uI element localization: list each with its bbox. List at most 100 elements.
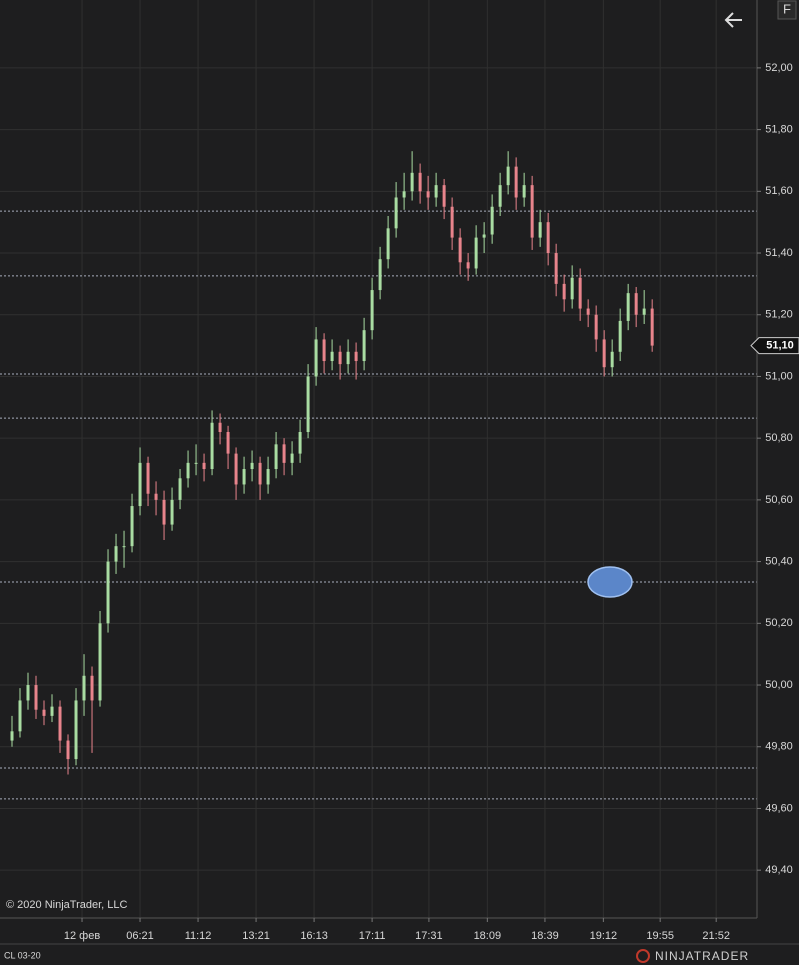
candle-body — [370, 290, 374, 331]
candle-body — [642, 308, 646, 315]
candle-body — [226, 432, 230, 454]
candle-body — [418, 172, 422, 192]
candle-body — [546, 222, 550, 254]
candle-body — [282, 444, 286, 463]
candle-body — [18, 700, 22, 732]
candle-body — [122, 546, 126, 548]
candle-body — [26, 685, 30, 701]
x-tick-label: 18:09 — [474, 930, 502, 942]
candle-body — [618, 320, 622, 352]
y-tick-label: 50,80 — [765, 432, 793, 444]
candle-body — [394, 197, 398, 229]
candle-body — [330, 351, 334, 362]
candle-body — [474, 237, 478, 269]
x-tick-label: 17:31 — [415, 930, 443, 942]
candle-body — [58, 706, 62, 741]
candle-body — [106, 561, 110, 624]
candle-body — [186, 462, 190, 479]
candle-body — [154, 493, 158, 500]
y-tick-label: 51,20 — [765, 309, 793, 321]
candle-body — [386, 228, 390, 260]
y-tick-label: 49,60 — [765, 802, 793, 814]
candle-body — [554, 253, 558, 284]
candle-body — [602, 339, 606, 368]
candle-body — [146, 462, 150, 494]
candle-body — [538, 222, 542, 238]
candle-body — [362, 330, 366, 362]
y-tick-label: 50,00 — [765, 679, 793, 691]
candle-body — [170, 499, 174, 525]
candle-body — [250, 462, 254, 470]
candle-body — [650, 308, 654, 346]
x-tick-label: 12 фев — [64, 930, 100, 942]
candle-body — [450, 206, 454, 238]
price-marker-box — [750, 337, 799, 355]
instrument-label: CL 03-20 — [4, 950, 41, 960]
candle-body — [234, 453, 238, 485]
candle-body — [82, 675, 86, 701]
candle-body — [42, 709, 46, 716]
x-tick-label: 21:52 — [702, 930, 730, 942]
candle-body — [274, 444, 278, 470]
x-tick-label: 11:12 — [185, 930, 212, 942]
candle-body — [162, 499, 166, 525]
candle-body — [514, 166, 518, 198]
y-tick-label: 50,40 — [765, 556, 793, 568]
candle-body — [306, 376, 310, 432]
y-tick-label: 49,40 — [765, 864, 793, 876]
candle-body — [210, 422, 214, 470]
y-tick-label: 51,00 — [765, 370, 793, 382]
x-tick-label: 13:21 — [242, 930, 270, 942]
candle-body — [202, 462, 206, 470]
candle-body — [266, 469, 270, 485]
f-button[interactable] — [777, 0, 797, 20]
y-tick-label: 51,40 — [765, 247, 793, 259]
candle-body — [290, 453, 294, 463]
x-tick-label: 06:21 — [126, 930, 154, 942]
candle-body — [434, 185, 438, 198]
x-tick-label: 19:12 — [590, 930, 618, 942]
candle-body — [10, 731, 14, 741]
x-tick-label: 17:11 — [359, 930, 386, 942]
candle-body — [242, 469, 246, 485]
candle-body — [378, 259, 382, 291]
candle-body — [314, 339, 318, 377]
candle-body — [346, 351, 350, 365]
x-tick-label: 16:13 — [300, 930, 328, 942]
candle-body — [90, 675, 94, 701]
candle-body — [218, 422, 222, 432]
candle-body — [562, 283, 566, 300]
ellipse-drawing[interactable] — [587, 566, 633, 598]
candle-body — [426, 191, 430, 198]
candle-body — [498, 185, 502, 207]
candle-body — [178, 478, 182, 500]
candle-body — [322, 339, 326, 362]
candle-body — [490, 206, 494, 235]
brand-name: NINJATRADER — [655, 949, 749, 963]
candle-body — [482, 234, 486, 238]
copyright: © 2020 NinjaTrader, LLC — [6, 899, 127, 911]
candle-body — [410, 172, 414, 192]
back-arrow[interactable] — [724, 12, 742, 28]
price-marker-label: 51,10 — [766, 340, 794, 352]
candle-body — [578, 277, 582, 309]
candle-body — [530, 185, 534, 238]
candle-body — [138, 462, 142, 507]
candles — [10, 151, 654, 775]
candle-body — [634, 293, 638, 315]
candle-body — [258, 462, 262, 485]
y-tick-label: 51,60 — [765, 185, 793, 197]
y-tick-label: 50,20 — [765, 617, 793, 629]
f-button-label[interactable]: F — [783, 1, 791, 16]
candle-body — [114, 546, 118, 562]
candle-body — [570, 277, 574, 300]
candle-body — [594, 314, 598, 340]
axes: 49,40 49,60 49,80 50,00 50,20 50,40 50,60 50,80… — [64, 62, 793, 942]
candle-body — [194, 462, 198, 464]
candle-body — [130, 506, 134, 547]
candle-body — [610, 351, 614, 368]
candle-body — [74, 700, 78, 760]
y-tick-label: 52,00 — [765, 62, 793, 74]
